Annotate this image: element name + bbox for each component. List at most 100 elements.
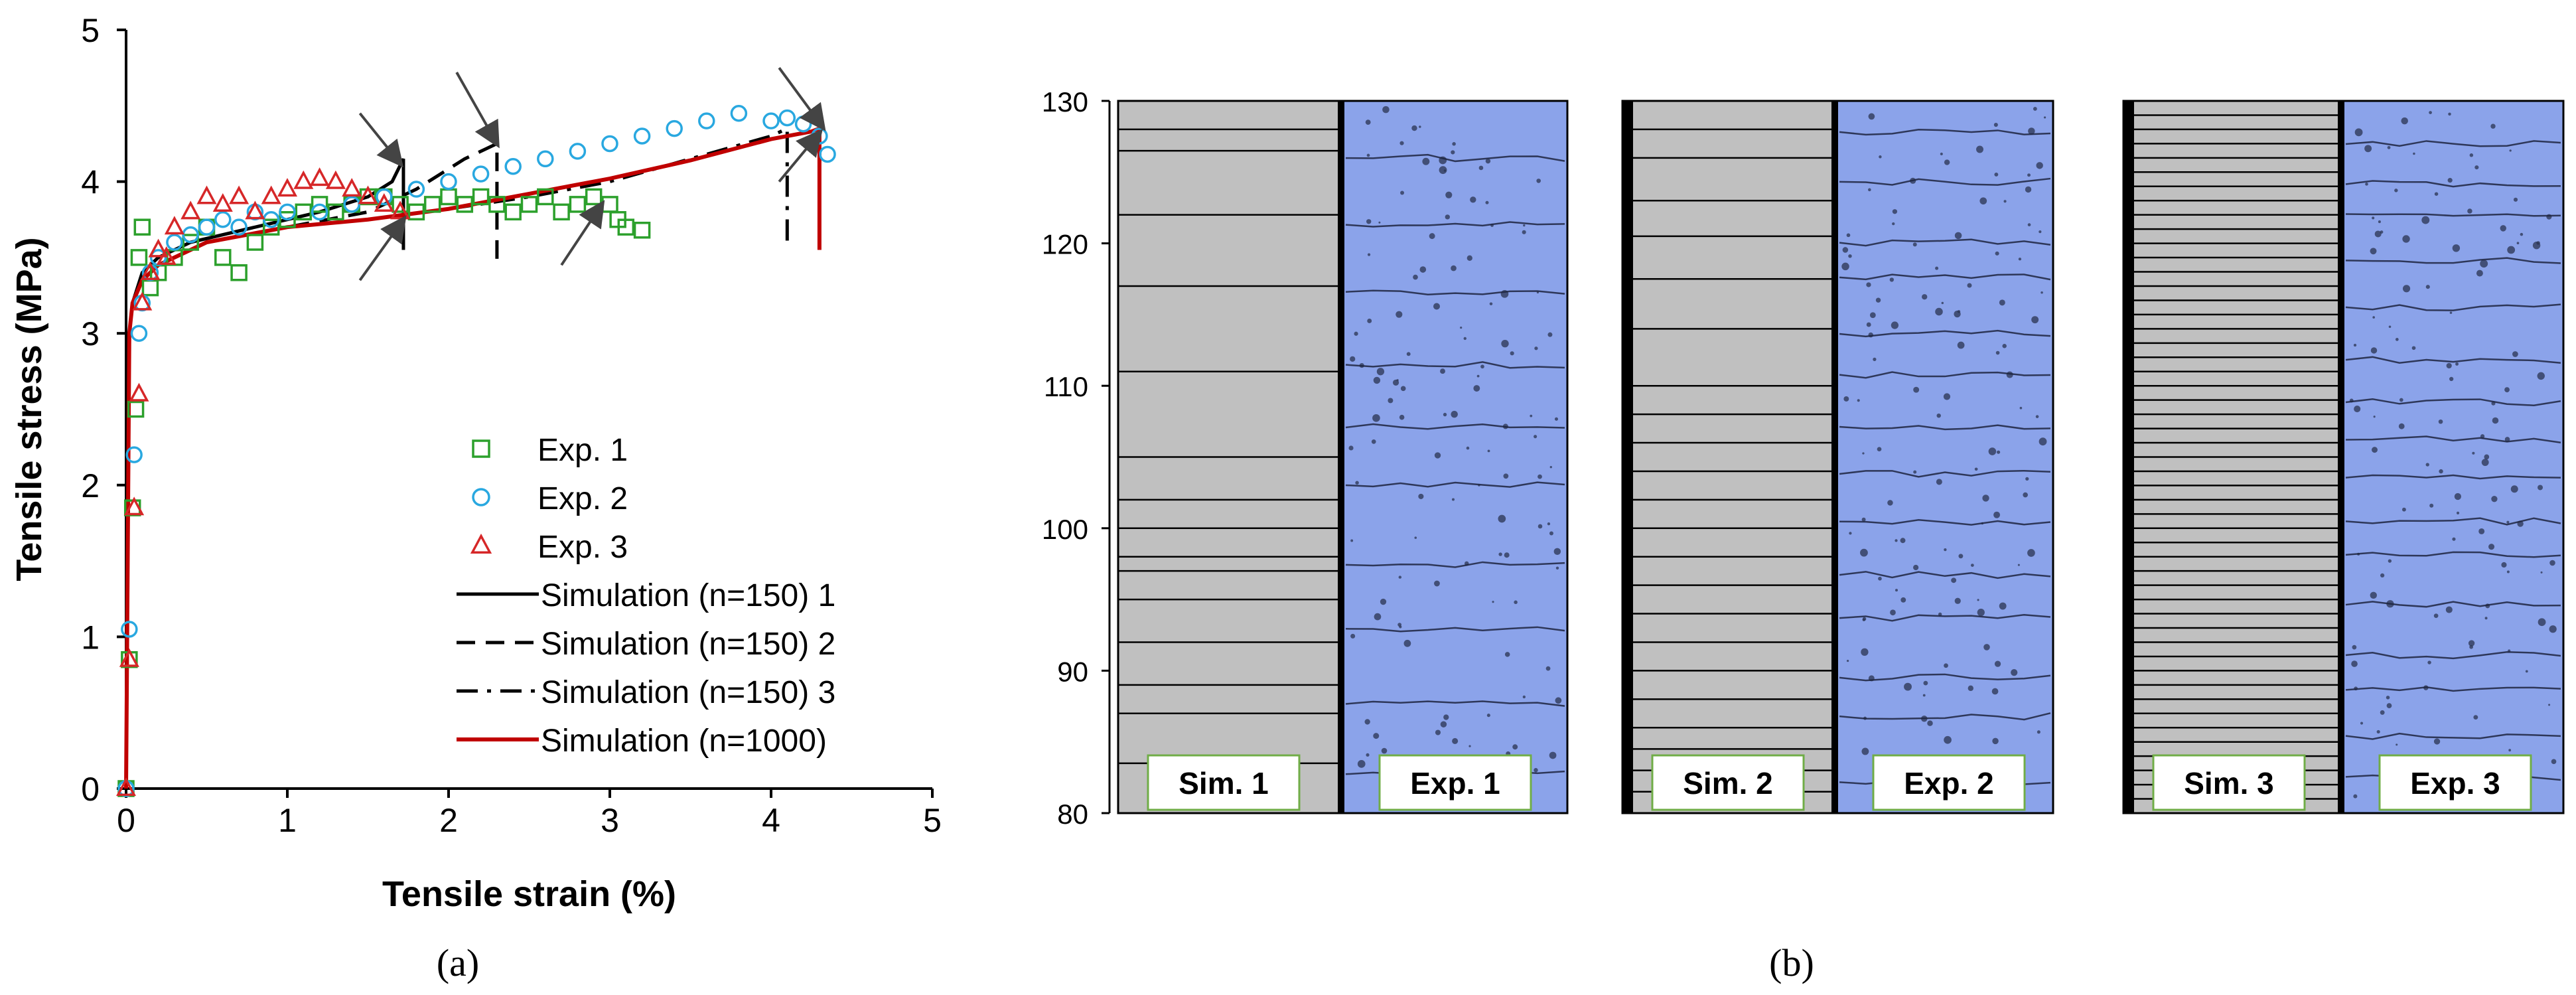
pore <box>1954 232 1962 240</box>
pore <box>1873 357 1877 362</box>
pore <box>1350 356 1356 362</box>
pore <box>1995 251 1999 256</box>
pore <box>1366 753 1370 757</box>
data-point-exp2 <box>343 196 360 213</box>
pore <box>1536 179 1541 183</box>
experimental-crack <box>2345 180 2561 188</box>
pore <box>2429 503 2434 508</box>
data-point-exp1 <box>488 196 506 213</box>
pore <box>1923 680 1928 686</box>
pore <box>1555 566 1559 570</box>
pore <box>1922 694 1926 697</box>
data-point-exp2 <box>125 446 143 463</box>
pore <box>1944 735 1952 744</box>
data-point-exp2 <box>472 165 490 183</box>
pore <box>1440 368 1445 374</box>
pore <box>2394 189 2398 192</box>
data-point-exp2 <box>279 203 296 221</box>
data-point-exp2 <box>214 211 232 228</box>
pore <box>2387 145 2391 149</box>
pore <box>1869 312 1876 319</box>
data-point-exp1 <box>295 203 313 221</box>
pore <box>2011 668 2018 676</box>
pore <box>1861 648 1869 656</box>
pore <box>1951 577 1957 583</box>
sim-label-box <box>1651 754 1805 811</box>
crack-y-tick-label: 120 <box>1042 229 1088 260</box>
pore <box>2354 406 2361 413</box>
pore <box>2364 145 2372 153</box>
exp-label: Exp. 3 <box>2410 766 2500 801</box>
pore <box>1922 294 1928 300</box>
pore <box>1439 166 1447 175</box>
data-point-exp1 <box>585 188 603 206</box>
pore <box>2028 127 2035 135</box>
pore <box>1892 222 1895 226</box>
pore <box>2370 248 2377 255</box>
specimen-divider <box>2338 101 2344 813</box>
pore <box>1860 548 1868 557</box>
data-point-exp1 <box>392 196 409 213</box>
pore <box>2360 722 2364 725</box>
pore <box>2380 230 2384 234</box>
pore <box>2488 544 2495 550</box>
pore <box>1868 113 1875 120</box>
pore <box>2398 423 2405 429</box>
pore <box>1473 385 1480 392</box>
pore <box>2549 560 2555 566</box>
legend-marker <box>472 488 490 506</box>
experimental-crack <box>2345 435 2561 443</box>
pore <box>2372 447 2378 453</box>
pore <box>1944 548 1947 552</box>
pore <box>1994 660 2001 667</box>
pore <box>1487 449 1490 453</box>
pore <box>1372 414 1380 422</box>
pore <box>2516 242 2520 245</box>
pore <box>1443 714 1449 720</box>
pore <box>2540 571 2543 574</box>
arrow-annotation <box>778 129 823 183</box>
experimental-crack <box>1839 273 2051 281</box>
pore <box>1467 255 1472 261</box>
data-point-exp2 <box>198 218 216 236</box>
data-point-exp2 <box>182 226 199 244</box>
pore <box>1468 745 1471 747</box>
data-point-exp3 <box>358 185 378 204</box>
crack-y-tick-label: 80 <box>1057 799 1088 830</box>
data-point-exp1 <box>327 203 344 221</box>
data-point-exp1 <box>553 203 570 221</box>
crack-y-tick-label: 110 <box>1044 371 1088 402</box>
data-point-exp2 <box>819 145 836 163</box>
x-tick-label: 3 <box>601 802 619 839</box>
sim-label: Sim. 3 <box>2184 766 2274 801</box>
pore <box>2525 670 2528 673</box>
pore <box>1935 307 1943 316</box>
experimental-crack <box>2345 732 2561 740</box>
experimental-crack <box>1345 481 1565 488</box>
experimental-crack <box>1345 153 1565 163</box>
experimental-crack <box>2345 140 2561 147</box>
pore <box>2484 454 2490 460</box>
pore <box>1846 233 1851 238</box>
pore <box>1510 351 1514 356</box>
data-point-exp1 <box>456 196 474 213</box>
data-point-exp1 <box>569 196 587 213</box>
data-point-exp1 <box>214 249 232 266</box>
y-tick-label: 2 <box>81 467 100 504</box>
pore <box>1904 682 1912 691</box>
pore <box>1522 230 1526 234</box>
pore <box>1365 119 1371 125</box>
pore <box>1996 450 2001 454</box>
arrow-annotation <box>455 72 500 149</box>
experimental-crack <box>2345 651 2561 660</box>
pore <box>1875 297 1881 303</box>
pore <box>2506 570 2510 574</box>
pore <box>2380 573 2385 577</box>
data-point-exp3 <box>180 200 201 220</box>
pore <box>1547 522 1551 526</box>
data-point-exp1 <box>504 203 522 221</box>
pore <box>2425 463 2429 467</box>
pore <box>2003 200 2007 203</box>
pore <box>1486 714 1490 718</box>
legend-label: Exp. 3 <box>537 530 628 565</box>
